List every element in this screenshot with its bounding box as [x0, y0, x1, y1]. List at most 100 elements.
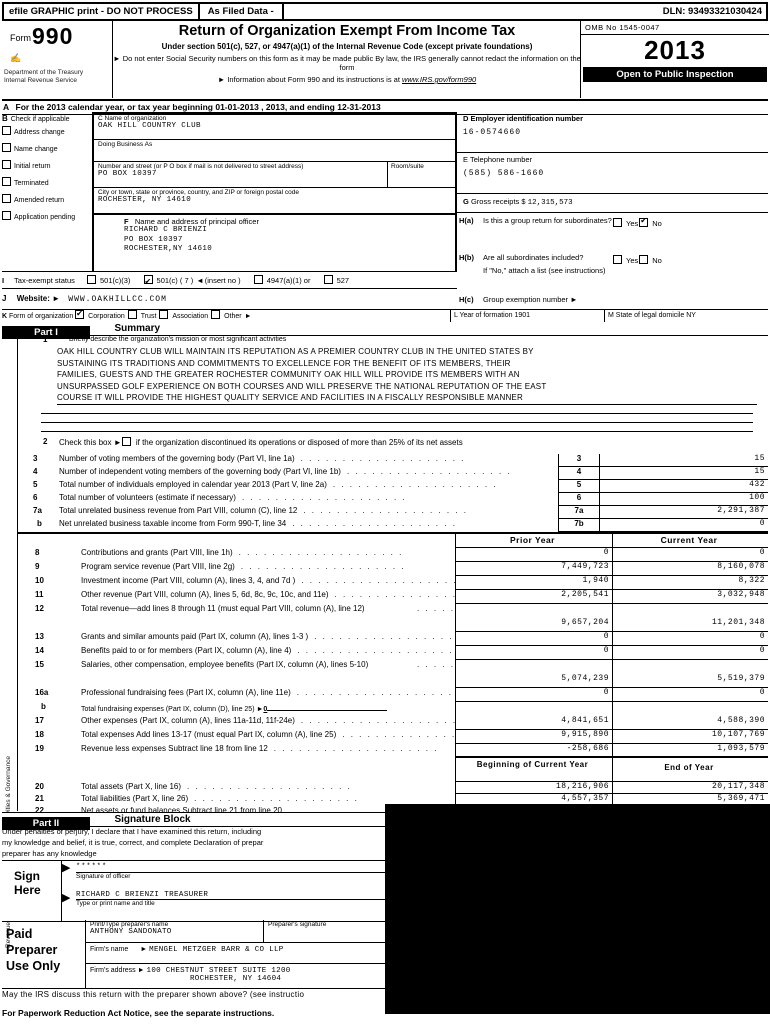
gross-receipts-label: Gross receipts $ [470, 197, 526, 206]
part1-chip: Part I [2, 326, 90, 339]
preparer-signature-label: Preparer's signature [268, 921, 327, 928]
line-13: 13 Grants and similar amounts paid (Part… [17, 631, 768, 646]
checkbox-icon[interactable] [2, 194, 11, 203]
line-16a: 16a Professional fundraising fees (Part … [17, 687, 768, 702]
dln-label: DLN: 93493321030424 [662, 6, 762, 17]
officer-name: RICHARD C BRIENZI [124, 226, 208, 234]
current-year-header: Current Year [612, 533, 768, 548]
section-m: M State of legal domicile NY [604, 310, 768, 323]
checkbox-icon[interactable] [323, 275, 333, 284]
checkbox-row: Amended return [2, 194, 92, 211]
line-a-letter: A [3, 102, 10, 112]
perjury-statement: Under penalties of perjury, I declare th… [2, 827, 264, 858]
right-info-column: D Employer identification number 16-0574… [457, 112, 768, 309]
checkbox-icon[interactable] [639, 255, 649, 264]
group-return-question: Is this a group return for subordinates? [483, 216, 612, 225]
street-value: PO BOX 10397 [98, 170, 157, 178]
arrow-right-icon: ► [244, 313, 252, 320]
line-14: 14 Benefits paid to or for members (Part… [17, 645, 768, 660]
checkbox-icon[interactable] [2, 177, 11, 186]
balance-column-headers: Beginning of Current Year End of Year [17, 757, 768, 782]
type-print-label: Type or print name and title [76, 900, 155, 907]
ein-value: 16-0574660 [463, 128, 522, 137]
line-a-text: For the 2013 calendar year, or tax year … [15, 102, 381, 112]
department-label: Department of the Treasury Internal Reve… [4, 69, 84, 84]
checkbox-row: Application pending [2, 211, 92, 228]
checkbox-icon[interactable] [613, 255, 622, 264]
officer-name-title: RICHARD C BRIENZI TREASURER [76, 891, 496, 900]
form-of-org-label: Form of organization [9, 313, 74, 320]
firm-name-value: MENGEL METZGER BARR & CO LLP [149, 946, 284, 954]
part1-header-bar: Part I Summary [2, 322, 768, 339]
open-to-public-badge: Open to Public Inspection [583, 67, 767, 82]
arrow-right-icon: ► [217, 75, 226, 84]
checkbox-icon[interactable] [159, 310, 169, 319]
sign-label: Sign [14, 869, 40, 883]
checkbox-icon[interactable] [253, 275, 263, 284]
line-4: 4 Number of independent voting members o… [17, 466, 768, 480]
entity-info-grid: B Check if applicable Address change Name… [2, 112, 768, 323]
preparer-name-value: ANTHONY SANDONATO [90, 928, 172, 936]
section-hc: H(c) Group exemption number ► [459, 295, 578, 304]
section-klm: K Form of organization Corporation Trust… [2, 308, 768, 323]
line-1: 1 Briefly describe the organization's mi… [43, 335, 287, 344]
prior-year-header: Prior Year [455, 533, 612, 548]
website-value[interactable]: WWW.OAKHILLCC.COM [68, 295, 167, 304]
line-6: 6 Total number of volunteers (estimate i… [17, 492, 768, 506]
checkbox-checked-icon[interactable] [639, 216, 649, 227]
tax-exempt-status-label: Tax-exempt status [14, 276, 75, 285]
line-18: 18 Total expenses Add lines 13-17 (must … [17, 729, 768, 744]
signature-line[interactable] [76, 871, 496, 873]
calendar-year-line: A For the 2013 calendar year, or tax yea… [2, 99, 768, 115]
checkbox-icon[interactable] [87, 275, 96, 284]
section-g: G Gross receipts $ 12,315,573 [457, 194, 768, 213]
form-subtitle: Under section 501(c), 527, or 4947(a)(1)… [161, 42, 533, 51]
line-7b: b Net unrelated business taxable income … [17, 518, 768, 532]
irs-website-link[interactable]: www.IRS.gov/form990 [402, 75, 477, 84]
section-hb: H(b) Are all subordinates included? Yes No … [457, 250, 768, 294]
line-17: 17 Other expenses (Part IX, column (A), … [17, 715, 768, 730]
arrow-right-icon: ► [113, 437, 122, 447]
checkbox-icon[interactable] [211, 310, 221, 319]
line-19: 19 Revenue less expenses Subtract line 1… [17, 743, 768, 758]
checkbox-icon[interactable] [127, 310, 137, 319]
signature-of-officer-label: Signature of officer [76, 873, 131, 880]
line-20: 20 Total assets (Part X, line 16) 18,216… [17, 781, 768, 794]
section-b-label: Check if applicable [10, 116, 70, 123]
gross-receipts-letter: G [463, 197, 469, 206]
checkbox-checked-icon[interactable] [143, 273, 153, 290]
checkbox-icon[interactable] [613, 218, 622, 227]
group-exemption-label: Group exemption number [483, 295, 569, 304]
part1-title: Summary [114, 323, 161, 334]
part1-body: 1 Briefly describe the organization's mi… [17, 335, 768, 818]
form-number-block: Form 990 ✍ Department of the Treasury In… [2, 21, 110, 98]
section-c: C Name of organization OAK HILL COUNTRY … [92, 112, 457, 215]
firm-city-value: ROCHESTER, NY 14604 [190, 975, 282, 983]
line-5: 5 Total number of individuals employed i… [17, 479, 768, 493]
checkbox-icon[interactable] [121, 436, 131, 446]
gross-receipts-value: 12,315,573 [527, 199, 573, 207]
stamp-icon: ✍ [10, 53, 22, 63]
section-d: D Employer identification number 16-0574… [457, 112, 768, 153]
checkbox-icon[interactable] [2, 143, 11, 152]
room-suite-label: Room/suite [391, 163, 424, 170]
checkbox-row: Name change [2, 143, 92, 160]
omb-year-block: OMB No 1545-0047 2013 Open to Public Ins… [580, 21, 769, 98]
blank-rule [41, 414, 753, 423]
checkbox-icon[interactable] [2, 211, 11, 220]
checkbox-icon[interactable] [2, 160, 11, 169]
checkbox-row: Initial return [2, 160, 92, 177]
mission-prompt: Briefly describe the organization's miss… [69, 336, 287, 343]
beginning-of-year-header: Beginning of Current Year [455, 757, 612, 782]
line-16b: b Total fundraising expenses (Part IX, c… [17, 701, 768, 716]
efile-label: efile GRAPHIC print - DO NOT PROCESS [4, 4, 200, 19]
paperwork-notice: For Paperwork Reduction Act Notice, see … [2, 1008, 275, 1018]
form-word: Form [10, 33, 31, 43]
checkbox-checked-icon[interactable] [75, 308, 85, 320]
firm-address-value: 100 CHESTNUT STREET SUITE 1200 [146, 967, 291, 975]
line-7a: 7a Total unrelated business revenue from… [17, 505, 768, 519]
section-b: B Check if applicable Address change Name… [2, 112, 92, 228]
section-k: K Form of organization Corporation Trust… [2, 308, 450, 323]
checkbox-icon[interactable] [2, 126, 11, 135]
firm-address-label: Firm's address [90, 967, 136, 974]
